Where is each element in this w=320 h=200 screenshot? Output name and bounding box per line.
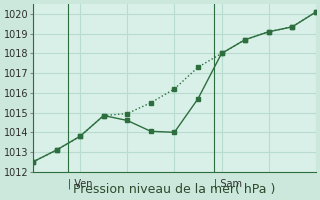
X-axis label: Pression niveau de la mer( hPa ): Pression niveau de la mer( hPa ) (73, 183, 276, 196)
Text: | Ven: | Ven (68, 179, 93, 189)
Text: | Sam: | Sam (214, 179, 243, 189)
